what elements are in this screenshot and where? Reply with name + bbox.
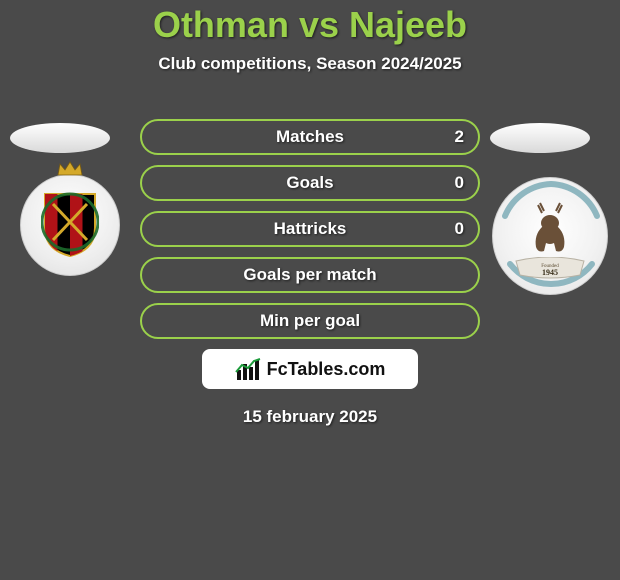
stats-panel: Matches 2 Goals 0 Hattricks 0 Goals per … [140, 119, 480, 427]
stat-right-value: 2 [455, 121, 464, 153]
stat-label: Matches [276, 127, 344, 146]
comparison-card: Othman vs Najeeb Club competitions, Seas… [0, 0, 620, 580]
deer-icon [520, 199, 580, 259]
date-label: 15 february 2025 [140, 407, 480, 427]
fctables-badge[interactable]: FcTables.com [202, 349, 418, 389]
stat-label: Goals [286, 173, 333, 192]
fctables-label: FcTables.com [267, 359, 386, 380]
stat-row-goals: Goals 0 [140, 165, 480, 201]
club-crest-right: Founded 1945 [492, 178, 608, 294]
stat-row-min-per-goal: Min per goal [140, 303, 480, 339]
stat-label: Goals per match [243, 265, 376, 284]
page-subtitle: Club competitions, Season 2024/2025 [0, 54, 620, 74]
stat-label: Hattricks [274, 219, 347, 238]
stat-label: Min per goal [260, 311, 360, 330]
player-photo-left [10, 123, 110, 153]
page-title: Othman vs Najeeb [0, 0, 620, 46]
shield-icon [41, 192, 99, 258]
club-crest-left [20, 175, 120, 275]
stat-right-value: 0 [455, 213, 464, 245]
crown-icon [56, 161, 84, 177]
player-photo-right [490, 123, 590, 153]
bar-chart-icon [235, 356, 261, 382]
stat-row-hattricks: Hattricks 0 [140, 211, 480, 247]
ribbon-year: 1945 [542, 268, 558, 277]
stat-row-goals-per-match: Goals per match [140, 257, 480, 293]
stat-row-matches: Matches 2 [140, 119, 480, 155]
stat-right-value: 0 [455, 167, 464, 199]
ribbon-icon: Founded 1945 [514, 257, 586, 279]
